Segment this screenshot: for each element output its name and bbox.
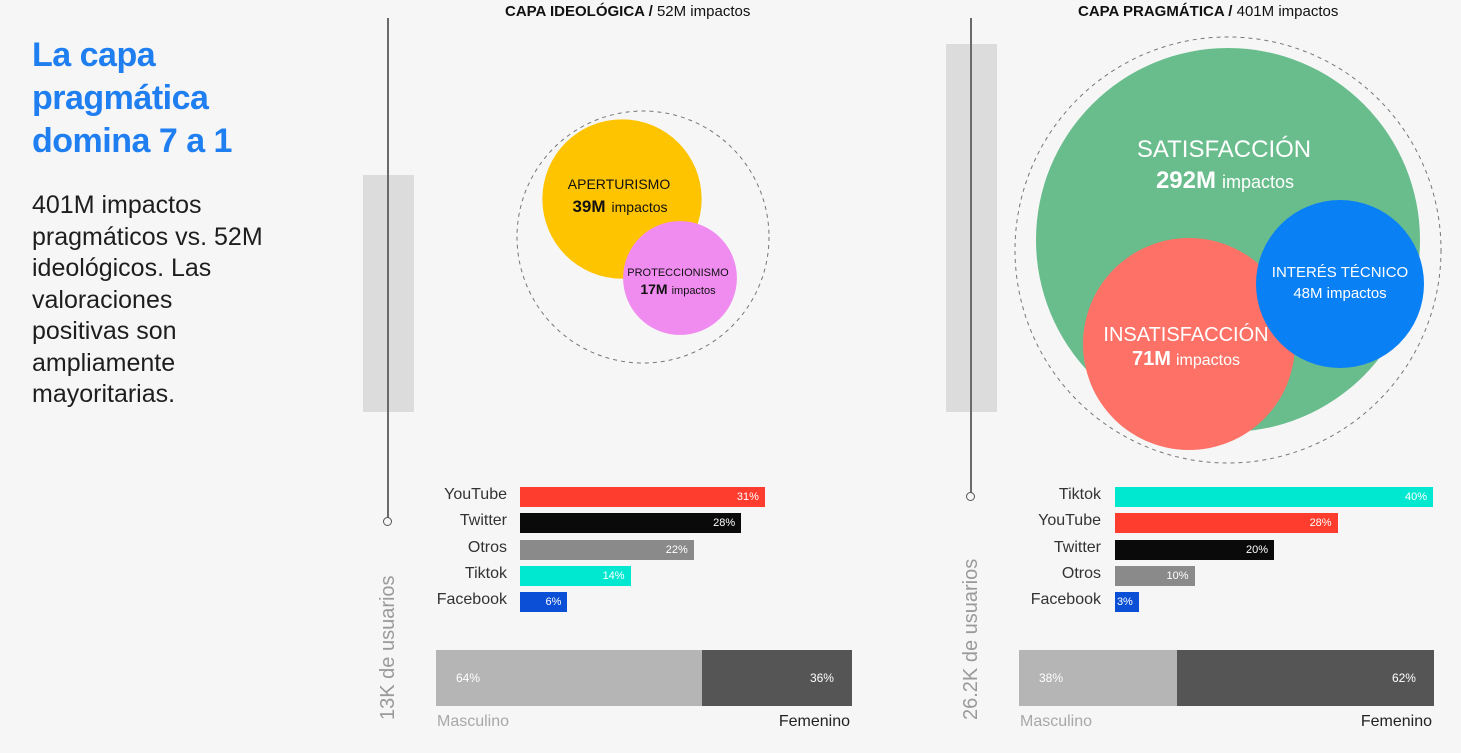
pragmatic-panel-title: CAPA PRAGMÁTICA / 401M impactos (1078, 3, 1338, 20)
pragmatic-label-youtube: YouTube (1038, 512, 1101, 530)
ideological-bar-youtube: 31% (520, 487, 765, 507)
pragmatic-bubbles: SATISFACCIÓN 292M impactos INSATISFACCIÓN71… (1014, 36, 1442, 464)
ideological-label-youtube: YouTube (444, 486, 507, 503)
pragmatic-axis-line (970, 18, 972, 493)
satisfaccion-label: SATISFACCIÓN (1137, 136, 1311, 163)
pragmatic-bar-twitter: 20% (1115, 539, 1274, 560)
pragmatic-axis-dot (966, 492, 975, 501)
interes-tecnico-label: INTERÉS TÉCNICO (1272, 264, 1408, 281)
ideological-bubbles: APERTURISMO 39M impactos PROTECCIONISMO 17M i… (516, 110, 770, 364)
satisfaccion-value: 292M impactos (1156, 167, 1294, 194)
page-title: La capa pragmática domina 7 a 1 (32, 36, 232, 160)
ideological-bar-otros: 22% (520, 539, 694, 560)
pragmatic-label-facebook: Facebook (1030, 591, 1101, 609)
aperturismo-value: 39M impactos (572, 197, 667, 216)
pragmatic-femenino-label: Femenino (1360, 713, 1432, 730)
pragmatic-masculino-label: Masculino (1020, 713, 1093, 730)
ideological-title-text: CAPA IDEOLÓGICA / (505, 3, 653, 20)
ideological-total: 52M impactos (656, 3, 751, 20)
pragmatic-scale-bar (946, 44, 997, 412)
ideological-scale-bar (363, 175, 414, 412)
aperturismo-label: APERTURISMO (568, 176, 671, 192)
ideological-bar-facebook: 6% (520, 592, 568, 613)
proteccionismo-label: PROTECCIONISMO (627, 267, 729, 279)
ideological-masculino-segment: 64% (436, 650, 703, 706)
pragmatic-label-otros: Otros (1061, 564, 1101, 582)
pragmatic-total: 401M impactos (1236, 3, 1339, 20)
ideological-label-tiktok: Tiktok (464, 564, 507, 582)
insatisfaccion-bubble (1083, 238, 1295, 450)
ideological-panel-title: CAPA IDEOLÓGICA / 52M impactos (505, 3, 750, 20)
pragmatic-title-text: CAPA PRAGMÁTICA / (1078, 3, 1233, 20)
insatisfaccion-value: 71M impactos (1132, 348, 1240, 370)
proteccionismo-value: 17M impactos (640, 281, 716, 297)
lead-paragraph: 401M impactos pragmáticos vs. 52M ideoló… (32, 191, 263, 408)
ideological-bar-tiktok: 14% (520, 565, 631, 586)
pragmatic-bar-tiktok: 40% (1115, 487, 1433, 507)
pragmatic-masculino-segment: 38% (1019, 650, 1177, 706)
pragmatic-total-circle (1014, 36, 1442, 464)
ideological-axis-line (387, 18, 389, 518)
proteccionismo-bubble (623, 221, 737, 335)
ideological-label-facebook: Facebook (436, 591, 507, 609)
pragmatic-bar-facebook: 3% (1115, 592, 1139, 613)
insatisfaccion-label: INSATISFACCIÓN (1103, 323, 1268, 346)
ideological-label-otros: Otros (467, 538, 507, 556)
ideological-total-circle (516, 110, 770, 364)
ideological-femenino-label: Femenino (778, 713, 850, 730)
interes-tecnico-bubble (1256, 200, 1424, 368)
pragmatic-femenino-segment: 62% (1176, 650, 1434, 706)
pragmatic-label-twitter: Twitter (1053, 538, 1101, 556)
interes-tecnico-value: 48M impactos (1293, 285, 1386, 302)
ideological-bar-twitter: 28% (520, 513, 742, 534)
ideological-label-twitter: Twitter (459, 512, 507, 530)
pragmatic-bar-otros: 10% (1115, 565, 1195, 586)
ideological-femenino-segment: 36% (702, 650, 852, 706)
pragmatic-label-tiktok: Tiktok (1058, 486, 1101, 503)
ideological-axis-dot (383, 517, 392, 526)
pragmatic-bar-youtube: 28% (1115, 513, 1338, 534)
ideological-masculino-label: Masculino (437, 713, 510, 730)
